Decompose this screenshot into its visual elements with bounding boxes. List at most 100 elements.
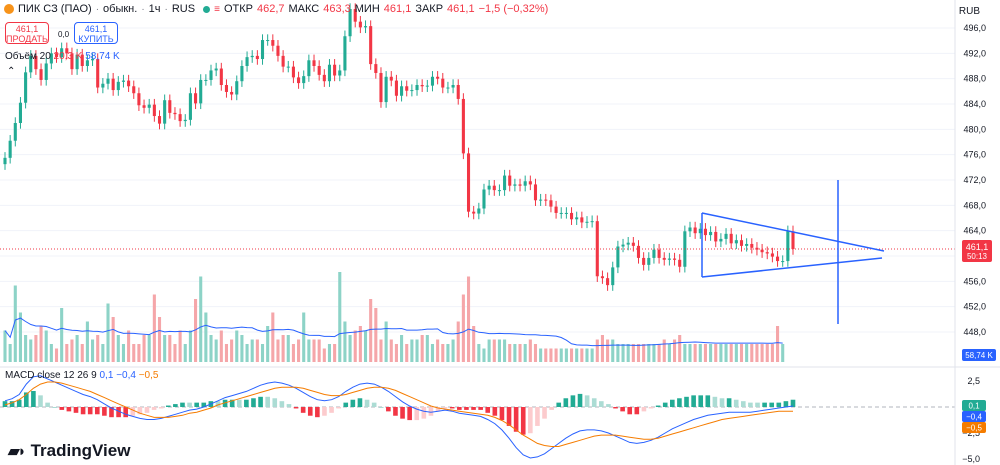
candle-body xyxy=(760,249,764,253)
volume-bar xyxy=(657,344,661,362)
macd-line xyxy=(4,375,794,459)
candle-body xyxy=(260,40,265,60)
volume-bar xyxy=(29,339,33,362)
volume-bar xyxy=(394,344,398,362)
volume-bar xyxy=(410,339,414,362)
buy-button[interactable]: 461,1 КУПИТЬ xyxy=(74,22,118,44)
macd-histogram-bar xyxy=(733,399,739,407)
candle-body xyxy=(729,233,733,244)
macd-histogram-bar xyxy=(151,407,157,410)
macd-histogram-bar xyxy=(613,407,618,409)
macd-value-text: 0,1 xyxy=(968,402,980,411)
candle-body xyxy=(281,55,285,67)
open-value: 462,7 xyxy=(256,3,285,15)
symbol-interval[interactable]: 1ч xyxy=(148,3,161,15)
volume-bar xyxy=(585,348,589,362)
volume-bar xyxy=(703,344,707,362)
candle-body xyxy=(745,243,749,246)
volume-bar xyxy=(554,348,558,362)
volume-bar xyxy=(611,339,615,362)
close-value: 461,1 xyxy=(447,3,475,15)
macd-histogram-bar xyxy=(542,407,547,419)
macd-histogram-bar xyxy=(641,407,647,412)
macd-histogram-bar xyxy=(307,407,313,416)
macd-histogram-bar xyxy=(769,402,775,407)
candle-body xyxy=(482,189,486,209)
currency-label[interactable]: RUB xyxy=(958,6,980,17)
candle-body xyxy=(188,93,192,120)
volume-bar xyxy=(80,344,84,362)
candle-body xyxy=(451,85,455,88)
candle-body xyxy=(85,60,89,66)
candle-body xyxy=(348,9,352,37)
macd-histogram-bar xyxy=(584,395,590,407)
volume-bar xyxy=(472,326,476,362)
volume-legend[interactable]: Объём 20 20,3 K 58,74 K xyxy=(5,51,120,62)
macd-histogram-bar xyxy=(109,407,114,418)
volume-bar xyxy=(13,285,17,362)
macd-histogram-bar xyxy=(620,407,625,412)
macd-histogram-bar xyxy=(670,399,675,407)
macd-histogram-bar xyxy=(194,402,199,407)
price-tick-label: 464,0 xyxy=(963,226,986,236)
volume-bar xyxy=(750,344,754,362)
collapse-arrow-icon[interactable]: ⌃ xyxy=(7,66,16,77)
macd-histogram-bar xyxy=(165,405,171,407)
macd-histogram-bar xyxy=(251,398,256,407)
volume-bar xyxy=(595,339,599,362)
macd-histogram-bar xyxy=(748,402,753,407)
macd-histogram-bar xyxy=(2,401,8,407)
candle-body xyxy=(317,66,321,75)
volume-bar xyxy=(235,330,239,362)
volume-bar xyxy=(672,339,677,362)
volume-value-1: 20,3 K xyxy=(53,51,83,62)
candle-body xyxy=(75,54,79,70)
macd-histogram-bar xyxy=(506,407,512,426)
candle-body xyxy=(307,60,311,77)
macd-histogram-bar xyxy=(23,392,29,407)
symbol-name[interactable]: ПИК СЗ (ПАО) xyxy=(18,3,92,15)
candle-body xyxy=(405,86,409,91)
candle-body xyxy=(322,74,326,82)
tradingview-logo[interactable]: ▰◗ TradingView xyxy=(8,441,130,461)
symbol-legend: ПИК СЗ (ПАО) · обыкн. · 1ч · RUS ≡ ОТКР 4… xyxy=(4,3,548,15)
candle-body xyxy=(559,212,563,214)
macd-histogram-bar xyxy=(279,401,285,407)
macd-histogram-bar xyxy=(790,399,796,407)
volume-bar xyxy=(348,335,352,362)
volume-bar xyxy=(8,344,12,362)
candle-body xyxy=(549,200,553,207)
price-tick-label: 472,0 xyxy=(963,175,986,185)
candle-body xyxy=(297,77,301,84)
volume-bar xyxy=(667,344,671,362)
macd-legend[interactable]: MACD close 12 26 9 0,1 −0,4 −0,5 xyxy=(5,370,158,381)
volume-bar xyxy=(544,348,548,362)
candle-body xyxy=(420,85,424,87)
macd-histogram-bar xyxy=(272,398,278,407)
macd-histogram-bar xyxy=(236,399,242,407)
sell-button[interactable]: 461,1 ПРОДАТЬ xyxy=(5,22,49,44)
candle-body xyxy=(544,199,548,201)
candle-body xyxy=(291,66,295,78)
macd-value-badge xyxy=(962,422,986,433)
menu-icon[interactable]: ≡ xyxy=(214,3,220,15)
volume-bar xyxy=(333,344,337,362)
macd-value-1: 0,1 xyxy=(99,370,114,381)
candle-body xyxy=(750,243,754,248)
candle-body xyxy=(410,90,414,92)
candle-body xyxy=(724,233,728,239)
candle-body xyxy=(642,257,646,265)
volume-bar xyxy=(317,339,321,362)
sell-label: ПРОДАТЬ xyxy=(6,34,48,44)
macd-histogram-bar xyxy=(229,399,235,407)
macd-histogram-bar xyxy=(457,407,462,410)
candle-body xyxy=(276,45,280,56)
macd-histogram-bar xyxy=(577,393,583,407)
macd-histogram-bar xyxy=(265,396,270,407)
candle-body xyxy=(111,78,115,91)
volume-bar xyxy=(456,321,460,362)
volume-bar xyxy=(739,344,744,362)
volume-bar xyxy=(363,330,368,362)
volume-bar xyxy=(188,330,192,362)
